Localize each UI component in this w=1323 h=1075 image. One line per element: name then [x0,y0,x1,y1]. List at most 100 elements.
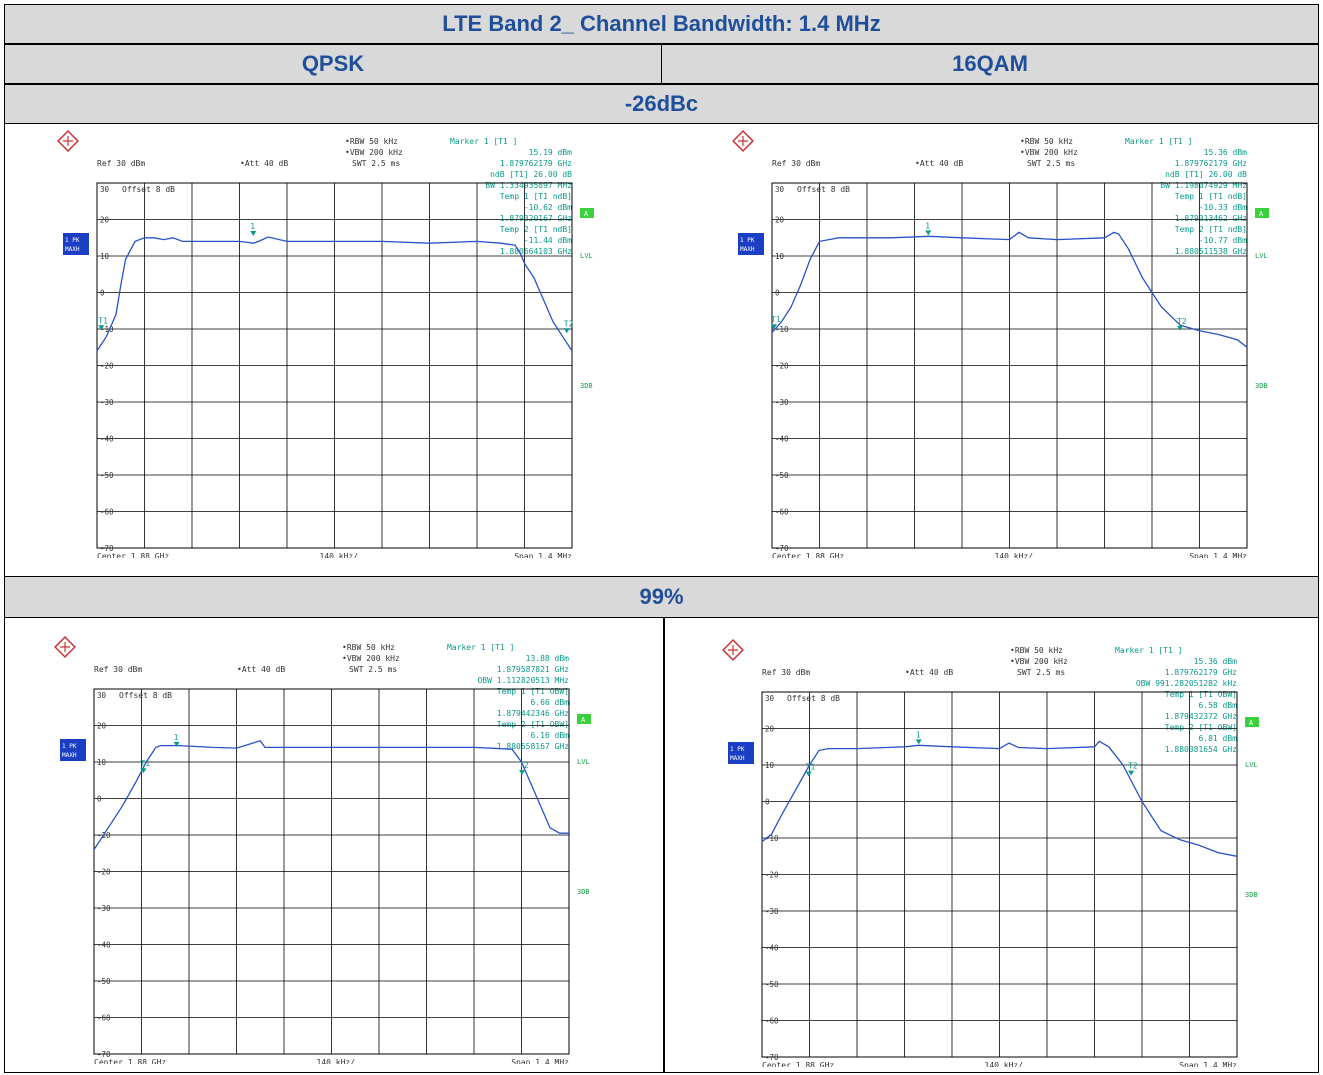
marker-t1: T1 [805,762,816,777]
rohde-schwarz-logo [732,130,754,152]
offset-label: Offset 8 dB [787,694,840,703]
marker-info-line: 1.880381654 GHz [1165,745,1237,754]
attenuation-label: •Att 40 dB [240,159,288,168]
offset-label: Offset 8 dB [119,691,172,700]
y-tick-label: -60 [775,508,789,517]
marker-info-line: Temp 1 [T1 OBW] [1165,690,1237,699]
marker-info-line: 1.879762179 GHz [1165,668,1237,677]
y-tick-label: -10 [97,831,111,840]
svg-text:1: 1 [925,221,930,230]
division-label: 140 kHz/ [317,1058,356,1064]
marker-info-line: 1.879762179 GHz [500,159,572,168]
marker-t1: T1 [770,315,781,330]
offset-label: Offset 8 dB [122,185,175,194]
row-frame-99 [4,618,1319,1073]
marker-t2: T2 [518,761,529,776]
svg-text:1: 1 [174,733,179,742]
marker-info-line: 15.19 dBm [529,148,573,157]
vbw-label: •VBW 200 kHz [345,148,403,157]
table-title: LTE Band 2_ Channel Bandwidth: 1.4 MHz [4,4,1319,44]
ref-level-label: Ref 30 dBm [772,159,820,168]
attenuation-label: •Att 40 dB [915,159,963,168]
marker-info-line: Temp 1 [T1 ndB] [1175,192,1247,201]
3db-label: 3DB [580,382,593,390]
ref-level-label: Ref 30 dBm [94,665,142,674]
spectrum-chart: •RBW 50 kHz •VBW 200 kHz SWT 2.5 ms Ref 30 … [732,130,1269,558]
svg-text:T2: T2 [564,319,574,328]
svg-text:1: 1 [250,222,255,231]
span-label: Span 1.4 MHz [1189,552,1247,558]
y-tick-label: 0 [97,795,102,804]
marker-info-line: Temp 2 [T1 ndB] [1175,225,1247,234]
3db-label: 3DB [577,888,590,896]
y-tick-label: -60 [765,1017,779,1026]
spectrum-chart: •RBW 50 kHz •VBW 200 kHz SWT 2.5 ms Ref 30 … [722,639,1259,1067]
marker-info-line: BW 1.334935897 MHz [485,181,572,190]
y-tick-label: 20 [775,216,785,225]
marker-info-line: ndB [T1] 26.00 dB [1165,170,1247,179]
svg-text:1 PK: 1 PK [62,743,77,750]
y-tick-label: -10 [100,325,114,334]
y-tick-label: -20 [775,362,789,371]
marker-info-line: OBW 1.112820513 MHz [477,676,569,685]
y-tick-label: 30 [765,694,775,703]
center-frequency-label: Center 1.88 GHz [772,552,844,558]
svg-text:MAXH: MAXH [740,246,755,253]
marker-info-line: 6.81 dBm [1198,734,1237,743]
y-tick-label: -30 [100,398,114,407]
vbw-label: •VBW 200 kHz [342,654,400,663]
y-tick-label: 20 [100,216,110,225]
attenuation-label: •Att 40 dB [237,665,285,674]
center-frequency-label: Center 1.88 GHz [94,1058,166,1064]
center-frequency-label: Center 1.88 GHz [762,1061,834,1067]
ref-level-label: Ref 30 dBm [97,159,145,168]
rohde-schwarz-logo [54,636,76,658]
spectrum-panel-qpsk-26dbc: •RBW 50 kHz •VBW 200 kHz SWT 2.5 ms Ref 30 … [55,128,600,558]
span-label: Span 1.4 MHz [511,1058,569,1064]
marker-info-line: 6.16 dBm [530,731,569,740]
svg-text:1 PK: 1 PK [730,746,745,753]
marker-t2: T2 [1177,317,1187,331]
marker-info-line: Temp 2 [T1 OBW] [1165,723,1237,732]
svg-text:T2: T2 [1128,762,1138,771]
swt-label: SWT 2.5 ms [1017,668,1065,677]
marker-info-line: OBW 991.282051282 kHz [1136,679,1237,688]
y-tick-label: -40 [97,941,111,950]
division-label: 140 kHz/ [995,552,1034,558]
division-label: 140 kHz/ [320,552,359,558]
marker-1: 1 [925,221,932,236]
level-badge: A [1255,208,1269,218]
y-tick-label: 20 [765,725,775,734]
column-header-row: QPSK 16QAM [4,44,1319,84]
y-tick-label: -40 [100,435,114,444]
svg-text:T1: T1 [806,762,816,771]
row-frame-26dbc [4,124,1319,576]
svg-text:A: A [584,210,589,218]
trace-mode-badge: 1 PK MAXH [63,233,89,255]
spectrum-chart: •RBW 50 kHz •VBW 200 kHz SWT 2.5 ms Ref 30 … [54,636,591,1064]
swt-label: SWT 2.5 ms [1027,159,1075,168]
marker-info-line: 15.36 dBm [1204,148,1248,157]
marker-info-line: Temp 1 [T1 ndB] [500,192,572,201]
vbw-label: •VBW 200 kHz [1020,148,1078,157]
trace-mode-badge: 1 PK MAXH [60,739,86,761]
ref-level-label: Ref 30 dBm [762,668,810,677]
marker-info-line: BW 1.198074929 MHz [1160,181,1247,190]
y-tick-label: -20 [100,362,114,371]
rohde-schwarz-logo [57,130,79,152]
svg-text:MAXH: MAXH [730,755,745,762]
marker-1: 1 [250,222,257,237]
marker-info-line: 1.879762179 GHz [1175,159,1247,168]
y-tick-label: -40 [765,944,779,953]
y-tick-label: -50 [775,471,789,480]
marker-info-line: -10.62 dBm [524,203,572,212]
y-tick-label: 0 [765,798,770,807]
marker-info-line: -10.33 dBm [1199,203,1247,212]
marker-info-line: 6.66 dBm [530,698,569,707]
marker-info-line: 6.58 dBm [1198,701,1237,710]
grid [93,688,570,1055]
svg-text:T1: T1 [98,316,108,325]
y-tick-label: 10 [775,252,785,261]
marker-info-line: ndB [T1] 26.00 dB [490,170,572,179]
svg-text:T1: T1 [771,315,781,324]
